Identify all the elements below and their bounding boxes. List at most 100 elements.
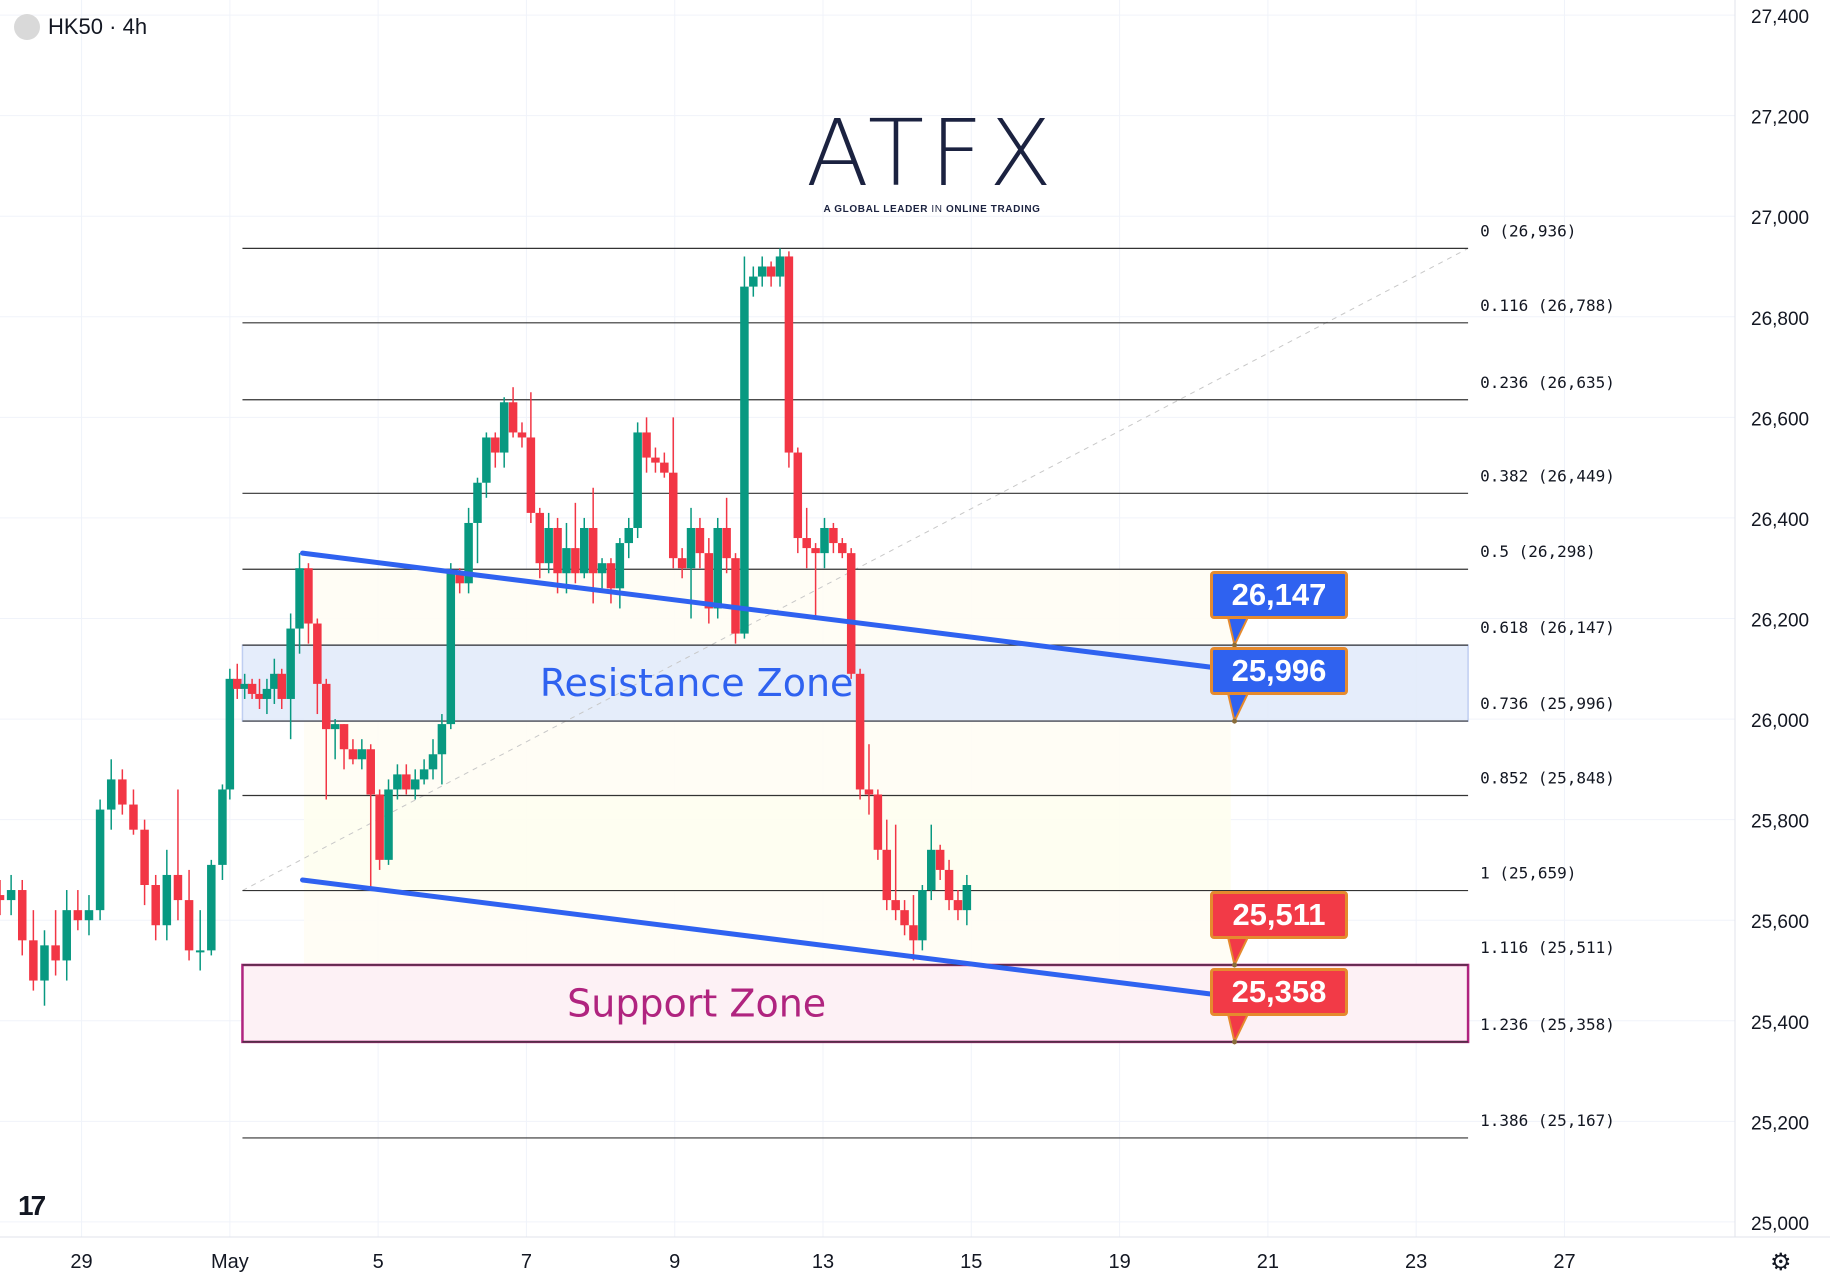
- candle-body: [784, 256, 794, 453]
- candle: [633, 422, 642, 539]
- candle-body: [419, 769, 429, 780]
- candle: [321, 678, 331, 800]
- candle: [660, 452, 669, 478]
- x-tick-label: 29: [70, 1251, 92, 1273]
- candle-body: [295, 568, 304, 629]
- candle: [873, 789, 883, 860]
- candle-body: [668, 472, 678, 559]
- fib-level-label: 0.236 (26,635): [1480, 373, 1615, 392]
- candle: [846, 548, 856, 679]
- candle-body: [562, 548, 571, 574]
- y-tick-label: 27,200: [1751, 108, 1809, 129]
- candle: [437, 714, 447, 785]
- callout-anchor-dot: [1232, 962, 1238, 968]
- candle: [615, 538, 625, 609]
- atfx-brand-text: ATFX: [806, 100, 1058, 207]
- candle-body: [225, 678, 235, 790]
- candle: [51, 910, 60, 976]
- y-tick-label: 25,200: [1751, 1113, 1809, 1134]
- candle-body: [526, 437, 536, 513]
- candle: [491, 432, 500, 468]
- candle: [695, 517, 705, 569]
- candle: [499, 397, 509, 468]
- candle: [820, 517, 829, 569]
- tradingview-logo[interactable]: 17: [18, 1190, 46, 1222]
- candle: [173, 789, 183, 921]
- candle: [473, 477, 482, 564]
- candle: [864, 744, 874, 815]
- candle-body: [330, 724, 340, 730]
- candle-body: [633, 432, 642, 528]
- candle-body: [0, 895, 5, 901]
- candle-body: [900, 910, 909, 926]
- candle-body: [118, 779, 127, 805]
- candle: [129, 789, 138, 835]
- candle-body: [375, 794, 384, 860]
- x-tick-label: 23: [1405, 1251, 1427, 1273]
- candle: [339, 724, 349, 770]
- candle-body: [247, 683, 257, 694]
- candle: [597, 558, 607, 589]
- candle-body: [162, 874, 172, 926]
- candle-body: [437, 724, 447, 755]
- x-tick-label: May: [211, 1251, 249, 1273]
- candle: [40, 930, 49, 1006]
- candle-body: [402, 774, 411, 790]
- fib-band: [303, 569, 1231, 646]
- fib-level-label: 0.5 (26,298): [1480, 542, 1596, 561]
- candle: [517, 422, 527, 448]
- candle-body: [151, 885, 160, 926]
- candle: [95, 799, 105, 921]
- callout-anchor-dot: [1232, 1039, 1238, 1045]
- candle-body: [722, 527, 731, 559]
- candle-body: [393, 774, 402, 790]
- candle-body: [802, 538, 811, 549]
- candle: [526, 392, 536, 523]
- candle: [855, 668, 865, 800]
- candle-body: [757, 266, 767, 277]
- candle: [366, 744, 375, 891]
- candle-body: [544, 527, 553, 564]
- candle: [535, 507, 545, 579]
- candle-body: [873, 794, 883, 850]
- candle: [218, 784, 227, 880]
- resistance-zone-label: Resistance Zone: [540, 661, 854, 705]
- candle: [393, 764, 402, 800]
- candle: [357, 739, 367, 770]
- y-tick-label: 25,000: [1751, 1214, 1809, 1235]
- atfx-brand: ATFX: [806, 108, 1052, 200]
- candle: [829, 522, 838, 554]
- candle-body: [927, 849, 936, 891]
- candle-body: [348, 749, 358, 760]
- y-tick-label: 25,600: [1751, 912, 1809, 933]
- candle: [553, 517, 562, 594]
- symbol-legend[interactable]: HK50 · 4h: [14, 14, 147, 40]
- fib-level-label: 0.852 (25,848): [1480, 769, 1615, 788]
- y-tick-label: 27,000: [1751, 208, 1809, 229]
- candle: [233, 663, 242, 699]
- candle: [464, 507, 473, 594]
- candle: [918, 885, 927, 951]
- callout-pointers: [1226, 616, 1250, 1045]
- candle-body: [953, 900, 963, 911]
- candle-body: [410, 779, 420, 790]
- candle-body: [571, 548, 580, 574]
- candle: [384, 779, 393, 865]
- candle: [677, 548, 687, 579]
- candle: [793, 447, 803, 554]
- fib-band: [303, 795, 1231, 891]
- candle-body: [339, 724, 349, 750]
- candle: [195, 910, 205, 971]
- x-axis[interactable]: 29 May 5 7 9 13 15 19 21 23 27: [0, 1236, 1830, 1273]
- gear-icon[interactable]: ⚙: [1770, 1249, 1792, 1276]
- candle: [73, 890, 83, 931]
- candle-body: [207, 864, 216, 951]
- candle-body: [446, 573, 456, 725]
- fib-level-label: 0.618 (26,147): [1480, 618, 1615, 637]
- candle-body: [944, 869, 954, 901]
- y-axis[interactable]: 27,400 27,200 27,000 26,800 26,600 26,400 26,2…: [1734, 0, 1830, 1287]
- candle: [651, 447, 660, 473]
- candle: [151, 874, 160, 941]
- candle-body: [962, 885, 972, 911]
